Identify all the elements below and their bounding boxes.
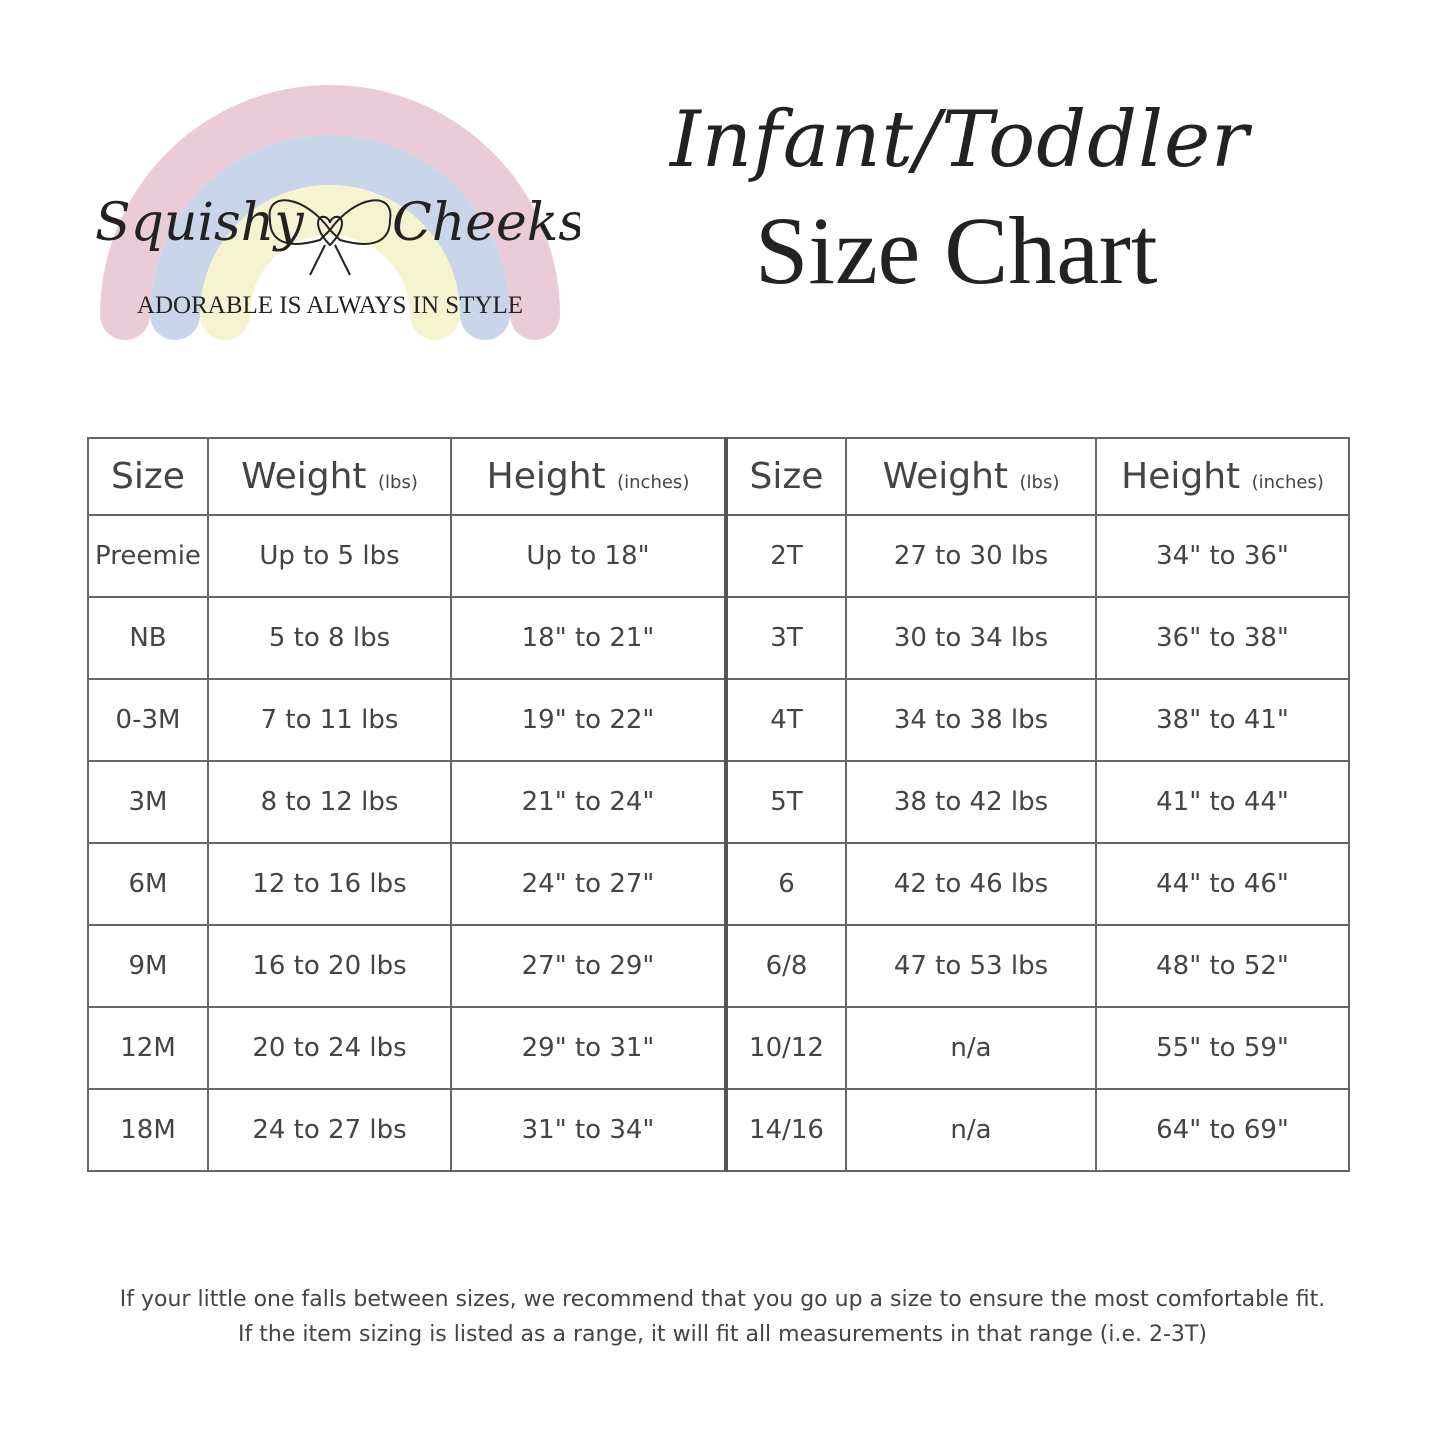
table-row: 3M 8 to 12 lbs 21" to 24" 5T 38 to 42 lbs 41"… (87, 760, 1350, 844)
brand-tagline: ADORABLE IS ALWAYS IN STYLE (137, 292, 523, 319)
footer-line-1: If your little one falls between sizes, … (119, 1287, 1326, 1312)
table-row: NB 5 to 8 lbs 18" to 21" 3T 30 to 34 lbs 36" … (87, 596, 1350, 680)
column-header-label: Size (111, 456, 185, 497)
table-cell: 38" to 41" (1095, 678, 1350, 762)
table-row: 12M 20 to 24 lbs 29" to 31" 10/12 n/a 55" to … (87, 1006, 1350, 1090)
column-header: Size (87, 437, 209, 516)
column-header-unit: (lbs) (378, 472, 418, 493)
table-cell: 24 to 27 lbs (207, 1088, 452, 1172)
table-cell: 18" to 21" (450, 596, 727, 680)
table-row: 6M 12 to 16 lbs 24" to 27" 6 42 to 46 lbs 44"… (87, 842, 1350, 926)
table-cell: 5 to 8 lbs (207, 596, 452, 680)
footer-line-2: If the item sizing is listed as a range,… (238, 1322, 1207, 1347)
table-cell: 6M (87, 842, 209, 926)
column-header: Weight (lbs) (207, 437, 452, 516)
column-header: Weight (lbs) (845, 437, 1097, 516)
table-cell: 0-3M (87, 678, 209, 762)
rainbow-yellow-arc (200, 185, 460, 340)
brand-name-right: Cheeks (392, 193, 580, 253)
table-cell: 19" to 22" (450, 678, 727, 762)
page-title: Size Chart (755, 197, 1158, 304)
table-cell: 36" to 38" (1095, 596, 1350, 680)
table-cell: n/a (845, 1088, 1097, 1172)
table-cell: 41" to 44" (1095, 760, 1350, 844)
column-header-unit: (inches) (617, 472, 690, 493)
table-cell: 3M (87, 760, 209, 844)
table-header-row: Size Weight (lbs) Height (inches) Size Weigh… (87, 437, 1350, 516)
table-cell: 64" to 69" (1095, 1088, 1350, 1172)
column-header-unit: (lbs) (1019, 472, 1060, 493)
table-cell: 14/16 (724, 1088, 847, 1172)
rainbow-blue-arc (150, 135, 510, 340)
table-cell: 5T (724, 760, 847, 844)
table-cell: Preemie (87, 514, 209, 598)
table-cell: 10/12 (724, 1006, 847, 1090)
column-header-unit: (inches) (1251, 472, 1324, 493)
table-cell: 27" to 29" (450, 924, 727, 1008)
table-cell: Up to 18" (450, 514, 727, 598)
table-cell: 48" to 52" (1095, 924, 1350, 1008)
table-cell: 3T (724, 596, 847, 680)
rainbow-pink-arc (100, 85, 560, 340)
table-cell: 21" to 24" (450, 760, 727, 844)
column-header: Size (724, 437, 847, 516)
table-cell: 29" to 31" (450, 1006, 727, 1090)
column-header-label: Weight (882, 456, 1009, 497)
table-cell: 34 to 38 lbs (845, 678, 1097, 762)
footer-note: If your little one falls between sizes, … (0, 1282, 1445, 1352)
table-cell: 34" to 36" (1095, 514, 1350, 598)
table-cell: 30 to 34 lbs (845, 596, 1097, 680)
table-cell: 2T (724, 514, 847, 598)
column-header-label: Height (486, 456, 606, 497)
table-cell: 47 to 53 lbs (845, 924, 1097, 1008)
table-row: 18M 24 to 27 lbs 31" to 34" 14/16 n/a 64" to … (87, 1088, 1350, 1172)
table-cell: NB (87, 596, 209, 680)
table-cell: n/a (845, 1006, 1097, 1090)
size-chart-table: Size Weight (lbs) Height (inches) Size Weigh… (87, 437, 1350, 1172)
table-cell: 27 to 30 lbs (845, 514, 1097, 598)
table-row: 9M 16 to 20 lbs 27" to 29" 6/8 47 to 53 lbs 4… (87, 924, 1350, 1008)
column-header: Height (inches) (450, 437, 727, 516)
table-cell: 8 to 12 lbs (207, 760, 452, 844)
table-cell: 42 to 46 lbs (845, 842, 1097, 926)
table-row: Preemie Up to 5 lbs Up to 18" 2T 27 to 30 lb… (87, 514, 1350, 598)
table-cell: 12M (87, 1006, 209, 1090)
column-header-label: Size (749, 456, 824, 497)
brand-logo: Squishy Cheeks ADORABLE IS ALWAYS IN STY… (95, 85, 580, 340)
title-script: Infant/Toddler (670, 95, 1250, 185)
table-cell: 4T (724, 678, 847, 762)
table-cell: 16 to 20 lbs (207, 924, 452, 1008)
table-cell: 38 to 42 lbs (845, 760, 1097, 844)
table-row: 0-3M 7 to 11 lbs 19" to 22" 4T 34 to 38 lbs 3… (87, 678, 1350, 762)
column-header-label: Weight (241, 456, 367, 497)
table-cell: 6/8 (724, 924, 847, 1008)
column-header: Height (inches) (1095, 437, 1350, 516)
table-cell: 31" to 34" (450, 1088, 727, 1172)
table-cell: 12 to 16 lbs (207, 842, 452, 926)
table-cell: 20 to 24 lbs (207, 1006, 452, 1090)
brand-name-left: Squishy (95, 193, 304, 253)
table-cell: 9M (87, 924, 209, 1008)
table-cell: 55" to 59" (1095, 1006, 1350, 1090)
table-cell: 7 to 11 lbs (207, 678, 452, 762)
table-cell: 6 (724, 842, 847, 926)
table-cell: 44" to 46" (1095, 842, 1350, 926)
column-header-label: Height (1121, 456, 1241, 497)
table-cell: 24" to 27" (450, 842, 727, 926)
table-cell: Up to 5 lbs (207, 514, 452, 598)
table-cell: 18M (87, 1088, 209, 1172)
bow-heart-icon (268, 199, 392, 276)
